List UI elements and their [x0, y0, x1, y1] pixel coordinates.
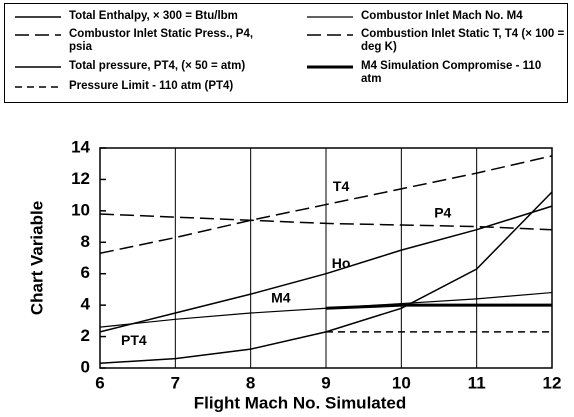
series-line	[99, 155, 553, 255]
legend-item: Combustion Inlet Static T, T4 (× 100 = d…	[305, 28, 571, 54]
legend-label: Combustor Inlet Mach No. M4	[361, 10, 523, 22]
y-tick-label: 6	[81, 263, 90, 282]
legend-swatch	[307, 34, 353, 36]
legend-swatch	[15, 66, 61, 68]
series-line	[99, 205, 553, 333]
legend-label: Total pressure, PT4, (× 50 = atm)	[69, 60, 246, 72]
series-line	[325, 303, 552, 310]
y-tick-label: 8	[81, 232, 90, 251]
series-label: Ho	[332, 255, 351, 271]
x-tick-label: 7	[171, 373, 180, 392]
y-tick-label: 4	[81, 295, 91, 314]
series-line	[99, 213, 553, 231]
series-label: T4	[333, 178, 350, 194]
legend-label: Combustor Inlet Static Press., P4, psia	[69, 28, 254, 53]
legend: Total Enthalpy, × 300 = Btu/lbm Combustor…	[4, 3, 568, 103]
legend-swatch	[307, 16, 353, 18]
x-axis-label: Flight Mach No. Simulated	[194, 393, 407, 412]
x-tick-label: 6	[95, 373, 104, 392]
y-tick-label: 12	[71, 169, 90, 188]
x-tick-label: 8	[246, 373, 255, 392]
series-label: PT4	[121, 332, 147, 348]
x-tick-label: 11	[468, 373, 486, 392]
x-tick-label: 10	[392, 373, 411, 392]
y-tick-label: 2	[81, 326, 90, 345]
series-label: P4	[434, 205, 451, 221]
series-label: M4	[271, 290, 291, 306]
series-line	[99, 291, 553, 328]
legend-item: Combustor Inlet Mach No. M4	[305, 10, 574, 23]
legend-label: Total Enthalpy, × 300 = Btu/lbm	[69, 10, 238, 22]
legend-swatch	[15, 86, 61, 88]
legend-swatch	[15, 34, 61, 36]
y-tick-label: 14	[71, 137, 90, 156]
y-axis-label: Chart Variable	[27, 201, 46, 315]
legend-item: Pressure Limit - 110 atm (PT4)	[13, 80, 299, 93]
legend-swatch	[15, 16, 61, 18]
legend-label: Combustion Inlet Static T, T4 (× 100 = d…	[361, 28, 565, 53]
legend-item: M4 Simulation Compromise - 110 atm	[305, 60, 551, 86]
legend-item: Total Enthalpy, × 300 = Btu/lbm	[13, 10, 299, 23]
x-tick-label: 9	[321, 373, 330, 392]
y-tick-label: 10	[71, 200, 90, 219]
legend-swatch	[307, 65, 353, 69]
legend-label: M4 Simulation Compromise - 110 atm	[361, 60, 542, 85]
legend-label: Pressure Limit - 110 atm (PT4)	[69, 80, 234, 92]
y-tick-label: 0	[81, 357, 90, 376]
x-tick-label: 12	[543, 373, 562, 392]
legend-item: Combustor Inlet Static Press., P4, psia	[13, 28, 269, 54]
legend-item: Total pressure, PT4, (× 50 = atm)	[13, 60, 299, 73]
